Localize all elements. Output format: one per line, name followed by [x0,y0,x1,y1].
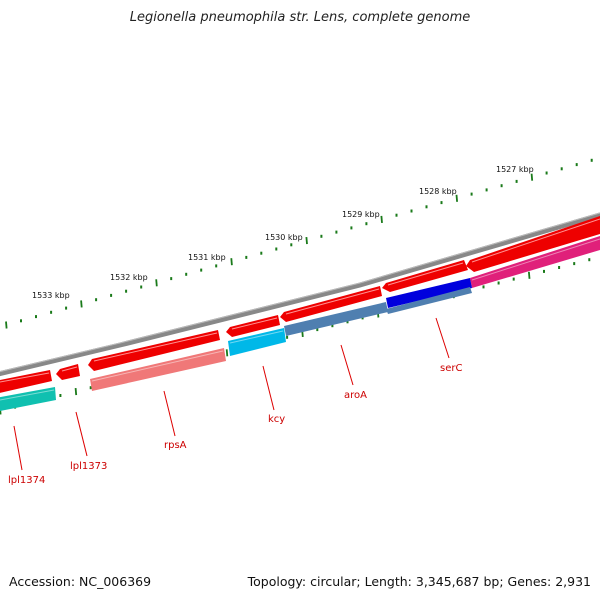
ruler-label: 1530 kbp [265,233,303,242]
ruler-major-tick [530,173,534,181]
ruler-major-tick [155,279,158,287]
cog-feature[interactable] [386,278,472,308]
ruler-label: 1531 kbp [188,253,226,262]
gene-label[interactable]: aroA [344,390,367,401]
ruler-label: 1532 kbp [110,273,148,282]
ruler-label: 1528 kbp [419,187,457,196]
genome-backbone [0,212,600,377]
cog-feature[interactable] [386,287,472,314]
ruler-major-tick [80,300,83,308]
cog-feature[interactable] [228,328,286,356]
ruler-labels: 1527 kbp 1528 kbp 1529 kbp 1530 kbp 1531… [32,165,534,300]
ruler-major-tick [74,388,78,396]
ruler-major-tick [225,349,229,357]
cog-feature[interactable] [284,302,388,336]
ruler-major-tick [5,321,8,329]
ruler-major-tick [305,237,308,245]
ruler-major-tick [455,194,458,202]
gene-label[interactable]: kcy [268,414,285,425]
gene-labels: serC aroA kcy rpsA lpl1373 lpl1374 [8,363,462,486]
map-title: Legionella pneumophila str. Lens, comple… [129,10,471,25]
gene-label[interactable]: rpsA [164,440,187,451]
ruler-major-tick [380,215,383,223]
cds-feature[interactable] [0,370,52,394]
cds-track [0,216,600,394]
ruler-major-tick [528,271,531,279]
cog-feature[interactable] [0,387,56,412]
gene-label[interactable]: lpl1373 [70,461,107,472]
gene-label[interactable]: serC [440,363,462,374]
accession-text: Accession: NC_006369 [9,574,152,589]
ruler-label: 1529 kbp [342,210,380,219]
cog-track [0,236,600,412]
cds-feature[interactable] [56,364,80,380]
label-leaders [13,317,450,471]
topology-text: Topology: circular; Length: 3,345,687 bp… [247,574,591,589]
ruler-ticks [0,158,593,415]
ruler-label: 1527 kbp [496,165,534,174]
ruler-major-tick [230,258,233,266]
ruler-label: 1533 kbp [32,291,70,300]
cog-feature[interactable] [90,348,226,391]
gene-label[interactable]: lpl1374 [8,475,45,486]
cog-feature[interactable] [470,236,600,288]
